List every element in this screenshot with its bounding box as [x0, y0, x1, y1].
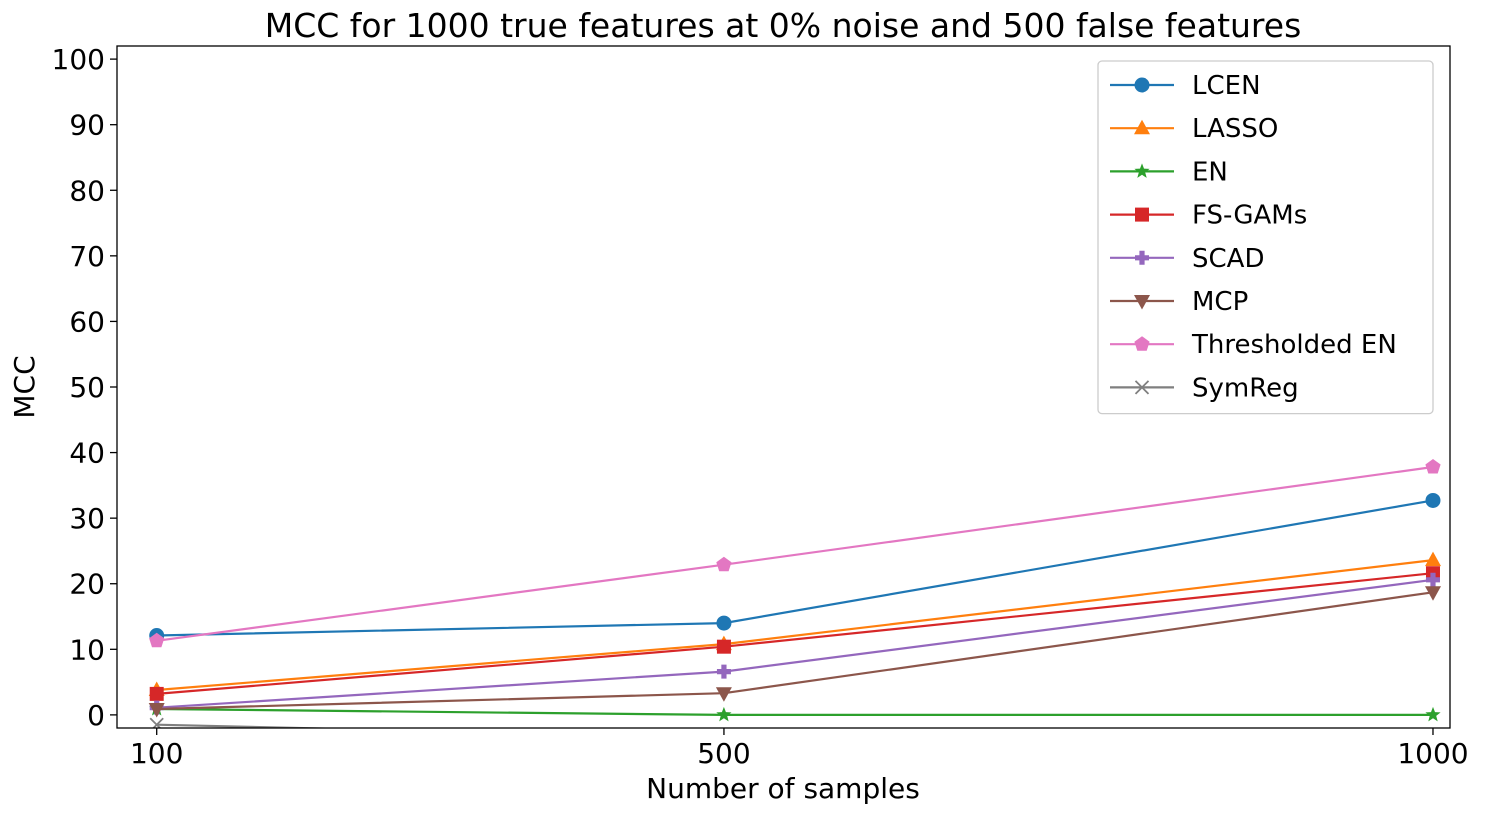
data-point	[149, 686, 164, 701]
data-point	[1425, 586, 1441, 601]
data-point	[1425, 706, 1441, 722]
x-tick-label: 1000	[1397, 737, 1468, 770]
data-point	[148, 703, 165, 718]
y-tick-label: 100	[52, 43, 105, 76]
series-line	[156, 578, 1434, 709]
legend-marker	[1135, 207, 1149, 222]
legend: LCEN LASSO EN FS-GAMs SCAD MCP Thresholded EN S…	[1097, 60, 1434, 415]
legend-entry: MCP	[1110, 287, 1248, 317]
x-axis-label: Number of samples	[646, 772, 920, 805]
legend-marker	[1134, 380, 1150, 395]
legend-entry: Thresholded EN	[1110, 330, 1397, 360]
legend-entry: FS-GAMs	[1110, 201, 1307, 231]
legend-label: EN	[1192, 157, 1228, 187]
legend-frame	[1097, 60, 1434, 415]
x-tick-label: 100	[130, 737, 183, 770]
legend-entry: LASSO	[1110, 114, 1278, 144]
legend-label: SymReg	[1192, 373, 1299, 403]
x-tick-label: 500	[697, 737, 750, 770]
data-point	[1425, 572, 1440, 587]
y-tick-label: 0	[87, 699, 105, 732]
y-tick-label: 90	[69, 109, 105, 142]
data-point	[716, 556, 732, 572]
y-axis-ticks: 0 10 20 30 40 50 60 70 80 90 100	[52, 43, 117, 732]
legend-entry: EN	[1110, 157, 1228, 187]
series-line	[156, 559, 1434, 692]
x-axis-ticks: 100 500 1000	[130, 728, 1469, 770]
series-thresholded-en	[149, 459, 1441, 648]
legend-label: SCAD	[1192, 244, 1264, 274]
legend-marker	[1134, 336, 1150, 351]
data-point	[715, 687, 732, 702]
series-layer	[148, 459, 1441, 728]
legend-marker	[1134, 295, 1150, 310]
legend-label: LCEN	[1192, 71, 1261, 101]
legend-marker	[1134, 163, 1150, 178]
series-line	[156, 723, 348, 728]
series-line	[156, 572, 1434, 695]
legend-label: MCP	[1192, 287, 1248, 317]
series-symreg	[149, 717, 348, 728]
data-point	[1425, 459, 1441, 474]
plot-frame	[116, 45, 1451, 729]
data-point	[716, 639, 731, 654]
data-point	[716, 664, 731, 679]
legend-marker	[1134, 119, 1150, 135]
data-point	[149, 632, 165, 648]
y-tick-label: 70	[69, 240, 105, 273]
series-fs-gams	[149, 566, 1440, 701]
y-tick-label: 60	[69, 305, 105, 338]
data-point	[1425, 551, 1441, 567]
legend-marker	[1135, 250, 1149, 265]
legend-label: FS-GAMs	[1192, 201, 1307, 231]
y-tick-label: 10	[69, 633, 105, 666]
data-point	[1425, 492, 1441, 508]
data-point	[149, 717, 164, 728]
y-tick-label: 50	[69, 371, 105, 404]
series-lasso	[148, 551, 1441, 696]
y-tick-label: 20	[69, 568, 105, 601]
y-tick-label: 30	[69, 502, 105, 535]
legend-entry: SCAD	[1110, 244, 1264, 274]
series-lcen	[149, 492, 1441, 644]
y-tick-label: 40	[69, 437, 105, 470]
series-scad	[149, 572, 1440, 715]
legend-marker	[1134, 77, 1150, 93]
legend-label: LASSO	[1192, 114, 1278, 144]
y-tick-label: 80	[69, 174, 105, 207]
data-point	[716, 615, 732, 631]
legend-entry: SymReg	[1110, 373, 1299, 403]
y-axis-label: MCC	[8, 355, 41, 418]
data-point	[716, 706, 732, 722]
legend-label: Thresholded EN	[1191, 330, 1397, 360]
series-line	[156, 707, 1433, 716]
series-mcp	[148, 586, 1441, 718]
series-line	[156, 465, 1434, 642]
chart-title: MCC for 1000 true features at 0% noise a…	[265, 6, 1302, 45]
legend-entry: LCEN	[1110, 71, 1261, 101]
